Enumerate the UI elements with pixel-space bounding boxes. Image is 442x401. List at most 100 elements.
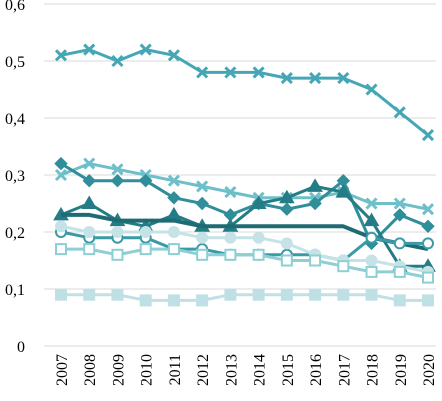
data-point xyxy=(252,248,265,261)
data-point xyxy=(280,72,293,85)
data-point xyxy=(111,54,124,68)
data-point xyxy=(196,180,209,193)
data-point xyxy=(82,173,96,188)
data-point xyxy=(83,243,96,256)
series-9 xyxy=(55,288,434,307)
x-tick-label: 2010 xyxy=(139,354,156,386)
data-point xyxy=(167,49,180,62)
data-point xyxy=(393,237,406,250)
data-point xyxy=(365,254,378,267)
x-tick-label: 2008 xyxy=(82,354,99,386)
x-tick-label: 2017 xyxy=(336,354,353,386)
y-tick-label: 0,6 xyxy=(5,0,25,14)
data-point xyxy=(280,202,294,216)
data-point xyxy=(337,260,350,273)
y-tick-label: 0,3 xyxy=(5,168,25,185)
data-point xyxy=(365,265,378,278)
data-point xyxy=(252,231,265,244)
data-point xyxy=(110,173,125,188)
series-line xyxy=(60,48,429,137)
y-tick-label: 0,5 xyxy=(5,54,25,71)
data-point xyxy=(83,226,96,238)
data-point xyxy=(167,294,180,307)
data-point xyxy=(421,219,435,234)
x-axis-tick-labels: 2007 2008 2009 2010 2011 2012 2013 2014 2015 2016… xyxy=(54,354,438,386)
x-tick-label: 2018 xyxy=(365,354,382,386)
data-point xyxy=(111,163,124,176)
data-point xyxy=(139,243,152,256)
data-point xyxy=(54,156,68,171)
series-8 xyxy=(55,243,434,284)
data-point xyxy=(54,168,68,182)
data-point xyxy=(337,288,350,301)
data-point xyxy=(309,254,322,267)
series-line xyxy=(60,162,429,211)
data-point xyxy=(196,248,209,261)
data-point xyxy=(139,43,152,56)
data-point xyxy=(365,231,378,244)
data-point xyxy=(81,195,98,209)
data-point xyxy=(224,231,237,244)
y-tick-label: 0,4 xyxy=(5,111,25,128)
data-point xyxy=(421,129,435,142)
data-point xyxy=(280,288,293,301)
data-point xyxy=(280,254,293,267)
data-point xyxy=(167,174,180,187)
x-tick-label: 2012 xyxy=(195,354,212,386)
x-tick-label: 2019 xyxy=(393,354,410,386)
y-tick-label: 0 xyxy=(17,339,25,356)
data-point xyxy=(335,184,352,198)
data-point xyxy=(250,195,267,209)
y-tick-label: 0,2 xyxy=(5,225,25,242)
x-tick-label: 2015 xyxy=(280,354,297,386)
data-point xyxy=(280,237,293,250)
y-tick-label: 0,1 xyxy=(5,282,25,299)
data-point xyxy=(224,248,237,261)
data-point xyxy=(365,288,378,301)
x-tick-label: 2009 xyxy=(110,354,127,386)
x-tick-label: 2007 xyxy=(54,354,71,386)
x-tick-label: 2016 xyxy=(308,354,325,386)
data-point xyxy=(167,191,181,205)
x-tick-label: 2011 xyxy=(167,354,184,385)
x-tick-label: 2013 xyxy=(223,354,240,386)
data-point xyxy=(365,197,378,210)
data-point xyxy=(224,66,237,79)
data-point xyxy=(55,243,67,256)
data-point xyxy=(111,288,124,301)
data-point xyxy=(393,208,407,222)
data-point xyxy=(139,294,152,307)
data-point xyxy=(422,271,434,284)
x-tick-label: 2014 xyxy=(252,354,269,386)
y-axis-tick-labels: 0 0,1 0,2 0,3 0,4 0,5 0,6 xyxy=(5,0,25,356)
data-point xyxy=(393,106,406,119)
series-layer xyxy=(53,43,436,307)
data-point xyxy=(421,203,435,216)
data-point xyxy=(224,288,237,301)
data-point xyxy=(55,220,67,233)
data-point xyxy=(309,288,322,301)
data-point xyxy=(309,72,322,85)
data-point xyxy=(138,173,153,188)
data-point xyxy=(393,294,406,307)
data-point xyxy=(55,288,67,301)
data-point xyxy=(83,157,96,170)
data-point xyxy=(167,243,180,256)
data-point xyxy=(422,237,434,250)
data-point xyxy=(139,226,152,238)
data-point xyxy=(422,294,434,307)
data-point xyxy=(196,294,209,307)
series-2 xyxy=(54,157,435,216)
data-point xyxy=(252,288,265,301)
data-point xyxy=(195,196,209,211)
data-point xyxy=(111,248,124,261)
data-point xyxy=(337,72,350,85)
data-point xyxy=(167,226,180,238)
data-point xyxy=(83,43,96,56)
data-point xyxy=(278,189,295,204)
data-point xyxy=(365,83,378,96)
data-point xyxy=(252,66,265,79)
data-point xyxy=(54,49,68,62)
data-point xyxy=(363,212,380,227)
